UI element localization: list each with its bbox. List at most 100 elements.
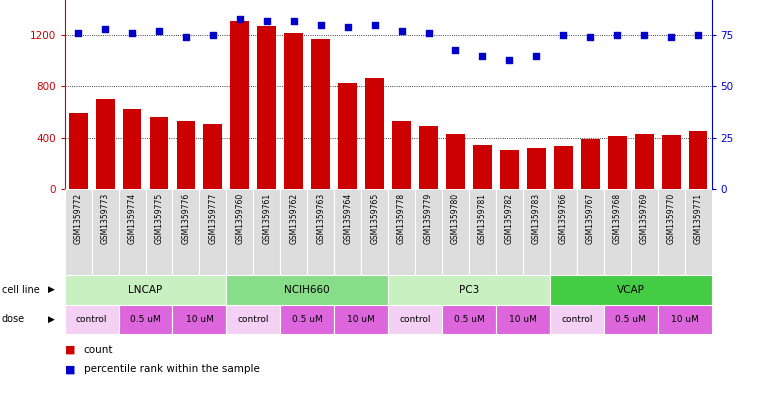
Bar bbox=[442, 189, 469, 275]
Bar bbox=[631, 189, 658, 275]
Point bbox=[692, 32, 704, 39]
Bar bbox=[257, 26, 276, 189]
Text: 10 uM: 10 uM bbox=[186, 315, 213, 324]
Text: GSM1359774: GSM1359774 bbox=[128, 193, 136, 244]
Bar bbox=[334, 305, 388, 334]
Bar bbox=[177, 121, 196, 189]
Bar bbox=[338, 83, 357, 189]
Bar bbox=[119, 305, 173, 334]
Point bbox=[72, 30, 84, 37]
Text: 0.5 uM: 0.5 uM bbox=[130, 315, 161, 324]
Bar bbox=[173, 189, 199, 275]
Bar bbox=[227, 275, 388, 305]
Point bbox=[207, 32, 219, 39]
Text: control: control bbox=[561, 315, 593, 324]
Bar bbox=[550, 305, 603, 334]
Point bbox=[153, 28, 165, 35]
Bar bbox=[285, 33, 303, 189]
Bar bbox=[65, 275, 227, 305]
Text: ■: ■ bbox=[65, 345, 75, 355]
Text: LNCAP: LNCAP bbox=[129, 285, 163, 295]
Bar bbox=[388, 275, 550, 305]
Bar bbox=[231, 21, 250, 189]
Point bbox=[530, 53, 543, 59]
Bar bbox=[203, 123, 222, 189]
Text: PC3: PC3 bbox=[459, 285, 479, 295]
Text: GSM1359777: GSM1359777 bbox=[209, 193, 218, 244]
Bar bbox=[446, 134, 465, 189]
Text: GSM1359778: GSM1359778 bbox=[397, 193, 406, 244]
Bar bbox=[388, 189, 415, 275]
Bar bbox=[311, 39, 330, 189]
Bar bbox=[685, 189, 712, 275]
Bar bbox=[469, 189, 496, 275]
Text: 10 uM: 10 uM bbox=[670, 315, 699, 324]
Point bbox=[314, 22, 326, 28]
Bar bbox=[658, 305, 712, 334]
Text: GSM1359771: GSM1359771 bbox=[693, 193, 702, 244]
Text: cell line: cell line bbox=[2, 285, 40, 295]
Text: 0.5 uM: 0.5 uM bbox=[616, 315, 646, 324]
Bar bbox=[227, 305, 280, 334]
Bar bbox=[577, 189, 603, 275]
Text: GSM1359775: GSM1359775 bbox=[154, 193, 164, 244]
Bar bbox=[91, 189, 119, 275]
Text: GSM1359770: GSM1359770 bbox=[667, 193, 676, 244]
Bar bbox=[145, 189, 173, 275]
Bar bbox=[65, 305, 119, 334]
Text: GSM1359772: GSM1359772 bbox=[74, 193, 83, 244]
Bar bbox=[199, 189, 227, 275]
Text: GSM1359763: GSM1359763 bbox=[317, 193, 325, 244]
Bar bbox=[581, 139, 600, 189]
Text: 10 uM: 10 uM bbox=[509, 315, 537, 324]
Point bbox=[450, 46, 462, 53]
Bar bbox=[608, 136, 626, 189]
Text: 0.5 uM: 0.5 uM bbox=[292, 315, 323, 324]
Bar bbox=[150, 117, 168, 189]
Text: NCIH660: NCIH660 bbox=[285, 285, 330, 295]
Text: GSM1359766: GSM1359766 bbox=[559, 193, 568, 244]
Bar bbox=[442, 305, 496, 334]
Bar bbox=[307, 189, 334, 275]
Bar bbox=[603, 305, 658, 334]
Text: GSM1359781: GSM1359781 bbox=[478, 193, 487, 244]
Point bbox=[584, 34, 597, 40]
Bar bbox=[496, 189, 523, 275]
Bar bbox=[96, 99, 115, 189]
Bar bbox=[119, 189, 145, 275]
Bar bbox=[280, 305, 334, 334]
Text: GSM1359768: GSM1359768 bbox=[613, 193, 622, 244]
Text: GSM1359761: GSM1359761 bbox=[263, 193, 272, 244]
Text: ▶: ▶ bbox=[48, 285, 55, 294]
Bar bbox=[361, 189, 388, 275]
Point bbox=[476, 53, 489, 59]
Bar bbox=[68, 113, 88, 189]
Text: count: count bbox=[84, 345, 113, 355]
Bar bbox=[123, 109, 142, 189]
Text: GSM1359760: GSM1359760 bbox=[235, 193, 244, 244]
Point bbox=[288, 18, 300, 24]
Bar bbox=[523, 189, 550, 275]
Point bbox=[126, 30, 139, 37]
Bar bbox=[65, 189, 91, 275]
Bar bbox=[253, 189, 280, 275]
Text: GSM1359767: GSM1359767 bbox=[586, 193, 595, 244]
Point bbox=[611, 32, 623, 39]
Bar bbox=[658, 189, 685, 275]
Bar bbox=[496, 305, 550, 334]
Point bbox=[638, 32, 650, 39]
Text: GSM1359769: GSM1359769 bbox=[640, 193, 648, 244]
Text: dose: dose bbox=[2, 314, 24, 324]
Bar bbox=[392, 121, 411, 189]
Point bbox=[665, 34, 677, 40]
Point bbox=[99, 26, 111, 32]
Point bbox=[396, 28, 408, 35]
Text: control: control bbox=[400, 315, 431, 324]
Text: percentile rank within the sample: percentile rank within the sample bbox=[84, 364, 260, 375]
Point bbox=[234, 16, 246, 22]
Point bbox=[180, 34, 192, 40]
Bar bbox=[661, 135, 680, 189]
Text: GSM1359776: GSM1359776 bbox=[181, 193, 190, 244]
Point bbox=[368, 22, 380, 28]
Bar bbox=[473, 145, 492, 189]
